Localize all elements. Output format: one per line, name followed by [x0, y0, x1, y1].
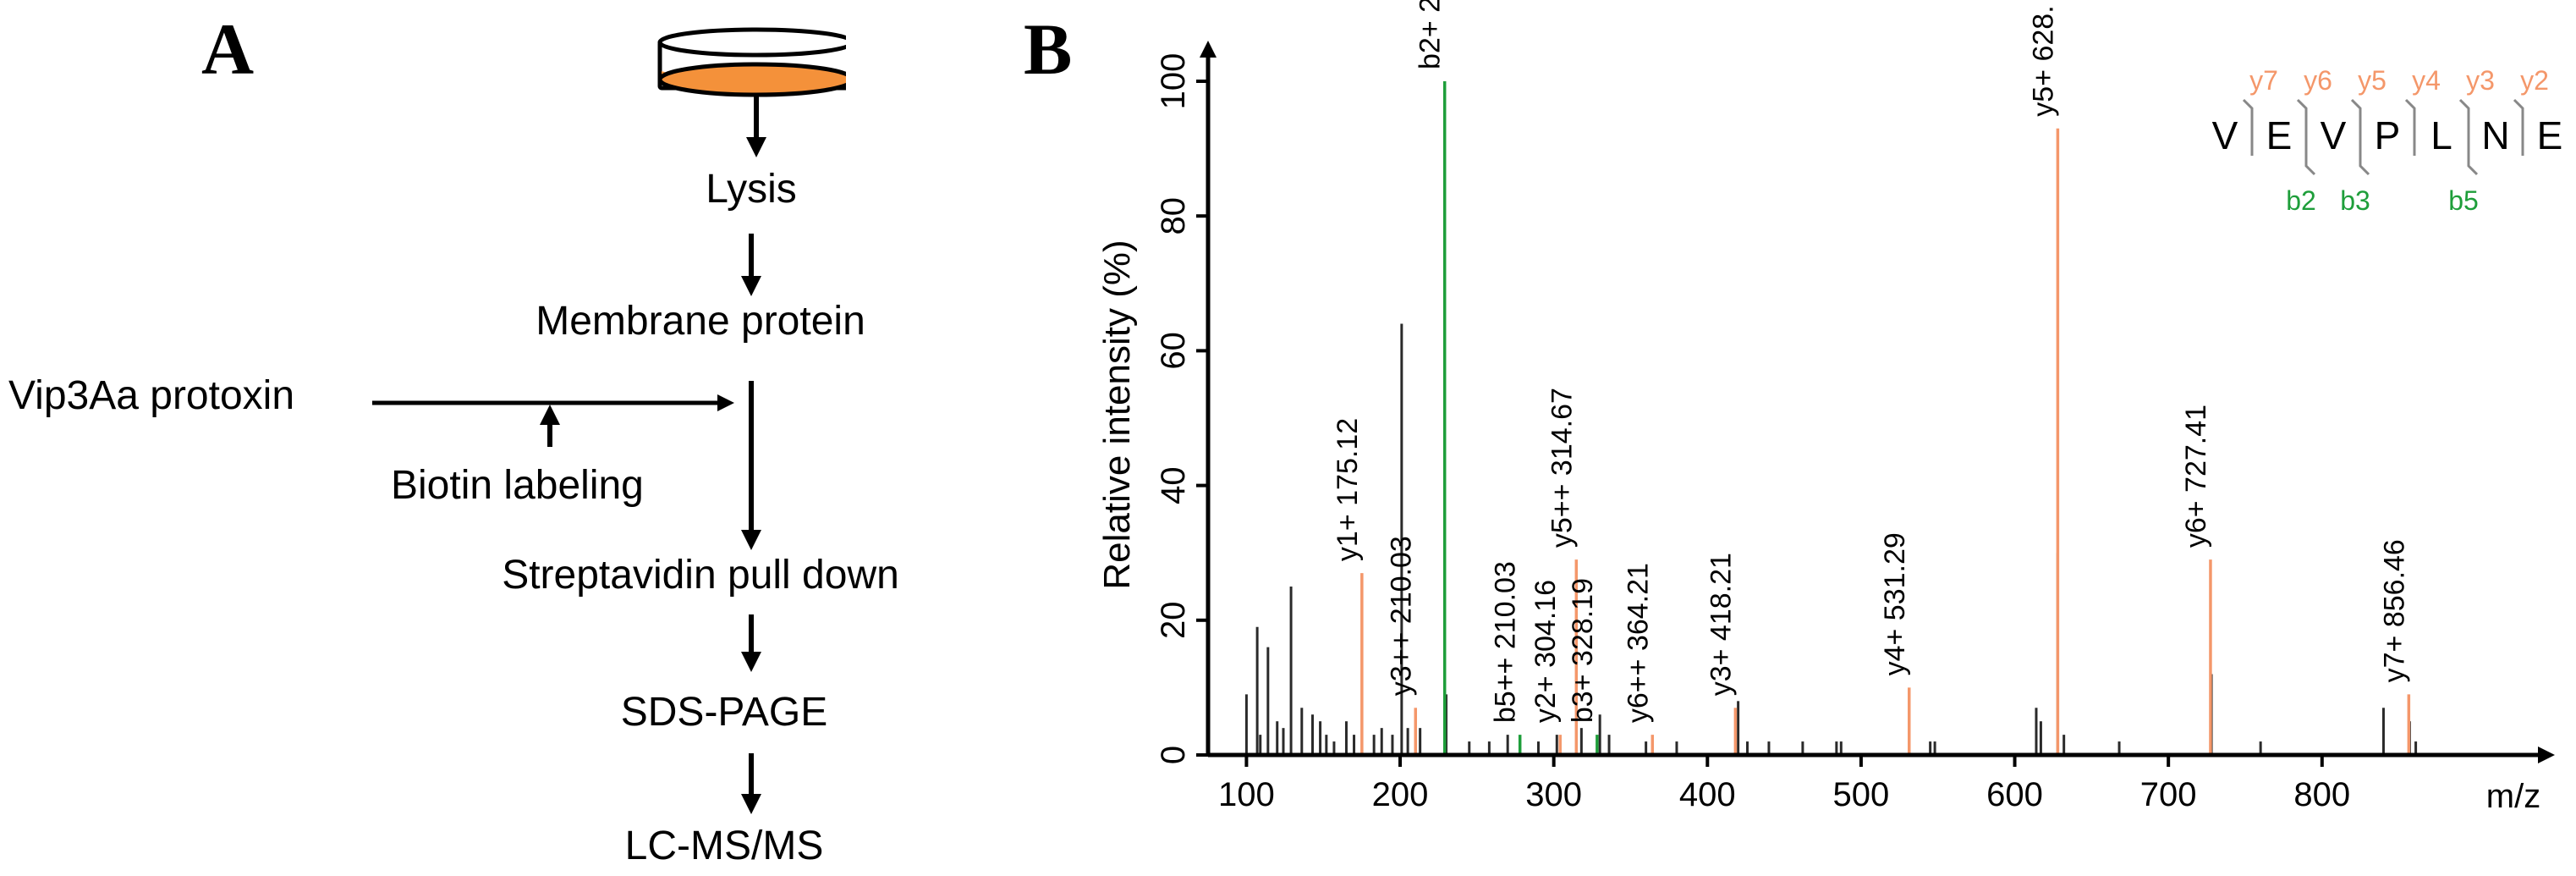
panel-b-letter: B — [1024, 8, 1073, 90]
x-tick-label: 100 — [1218, 776, 1275, 813]
peak-label: y6+ 727.41 — [2180, 405, 2212, 548]
peak-label: y5++ 314.67 — [1546, 388, 1578, 548]
peak-label: b3+ 328.19 — [1567, 578, 1599, 723]
x-tick-label: 700 — [2140, 776, 2197, 813]
residue-letter: V — [2321, 113, 2347, 157]
y-tick-label: 80 — [1155, 197, 1192, 235]
peak-label: y3++ 210.03 — [1385, 536, 1417, 696]
residue-letter: E — [2266, 113, 2293, 157]
x-tick-label: 800 — [2293, 776, 2350, 813]
petri-dish-icon — [657, 27, 846, 97]
y-ion-label: y3 — [2466, 65, 2495, 96]
y-ion-bracket — [2513, 98, 2524, 156]
x-tick-label: 600 — [1986, 776, 2043, 813]
peak-label: y5+ 628. — [2027, 5, 2059, 116]
peak-label: b5++ 210.03 — [1490, 561, 1522, 723]
y-tick-label: 100 — [1155, 53, 1192, 110]
residue-letter: V — [2212, 113, 2238, 157]
y-tick-label: 20 — [1155, 602, 1192, 640]
b-ion-bracket — [2304, 118, 2316, 176]
y-ion-label: y2 — [2520, 65, 2549, 96]
residue-letter: P — [2375, 113, 2401, 157]
peak-label: b2+ 229. — [1414, 0, 1447, 69]
peak-label: y4+ 531.29 — [1879, 532, 1911, 675]
side-input-protoxin: Vip3Aa protoxin — [8, 373, 295, 418]
peak-label: y1+ 175.12 — [1332, 418, 1364, 561]
step-sds-page: SDS-PAGE — [620, 690, 828, 735]
b-ion-bracket — [2359, 118, 2370, 176]
peak-label: y7+ 856.46 — [2378, 539, 2410, 682]
step-membrane-protein: Membrane protein — [536, 299, 865, 344]
y-ion-label: y5 — [2358, 65, 2387, 96]
b-ion-label: b3 — [2340, 185, 2370, 216]
b-ion-bracket — [2467, 118, 2479, 176]
x-axis-label: m/z — [2486, 778, 2540, 815]
x-tick-label: 200 — [1372, 776, 1429, 813]
b-ion-label: b2 — [2286, 185, 2316, 216]
residue-letter: L — [2430, 113, 2452, 157]
residue-letter: N — [2481, 113, 2509, 157]
peak-label: y2+ 304.16 — [1530, 580, 1562, 723]
panel-a-letter: A — [201, 8, 255, 90]
b-ion-label: b5 — [2448, 185, 2479, 216]
step-lc-ms-ms: LC-MS/MS — [624, 824, 824, 868]
peptide-sequence-map: VEVPLNERy7y6y5y4y3y2y1b2b3b5 — [2212, 65, 2563, 216]
residue-letter: E — [2537, 113, 2563, 157]
y-ion-bracket — [2404, 98, 2416, 156]
step-streptavidin-pull-down: Streptavidin pull down — [502, 553, 899, 598]
y-tick-label: 40 — [1155, 466, 1192, 504]
x-tick-label: 400 — [1679, 776, 1736, 813]
step-lysis: Lysis — [706, 167, 797, 212]
peak-label: y3+ 418.21 — [1705, 553, 1737, 696]
side-label-biotin: Biotin labeling — [391, 463, 644, 508]
y-tick-label: 60 — [1155, 332, 1192, 370]
x-tick-label: 300 — [1525, 776, 1582, 813]
peak-label: y6++ 364.21 — [1622, 563, 1654, 723]
y-ion-bracket — [2242, 98, 2254, 156]
y-ion-label: y7 — [2249, 65, 2278, 96]
y-tick-label: 0 — [1155, 746, 1192, 764]
x-tick-label: 500 — [1833, 776, 1890, 813]
panel-a-diagram — [372, 27, 846, 814]
y-ion-label: y6 — [2304, 65, 2332, 96]
y-axis-label: Relative intensity (%) — [1096, 240, 1138, 589]
y-ion-label: y4 — [2412, 65, 2441, 96]
spectrum-chart: 100 200 300 400 500 600 700 800 0 20 40 60 80 100 y1+… — [1096, 0, 2563, 815]
